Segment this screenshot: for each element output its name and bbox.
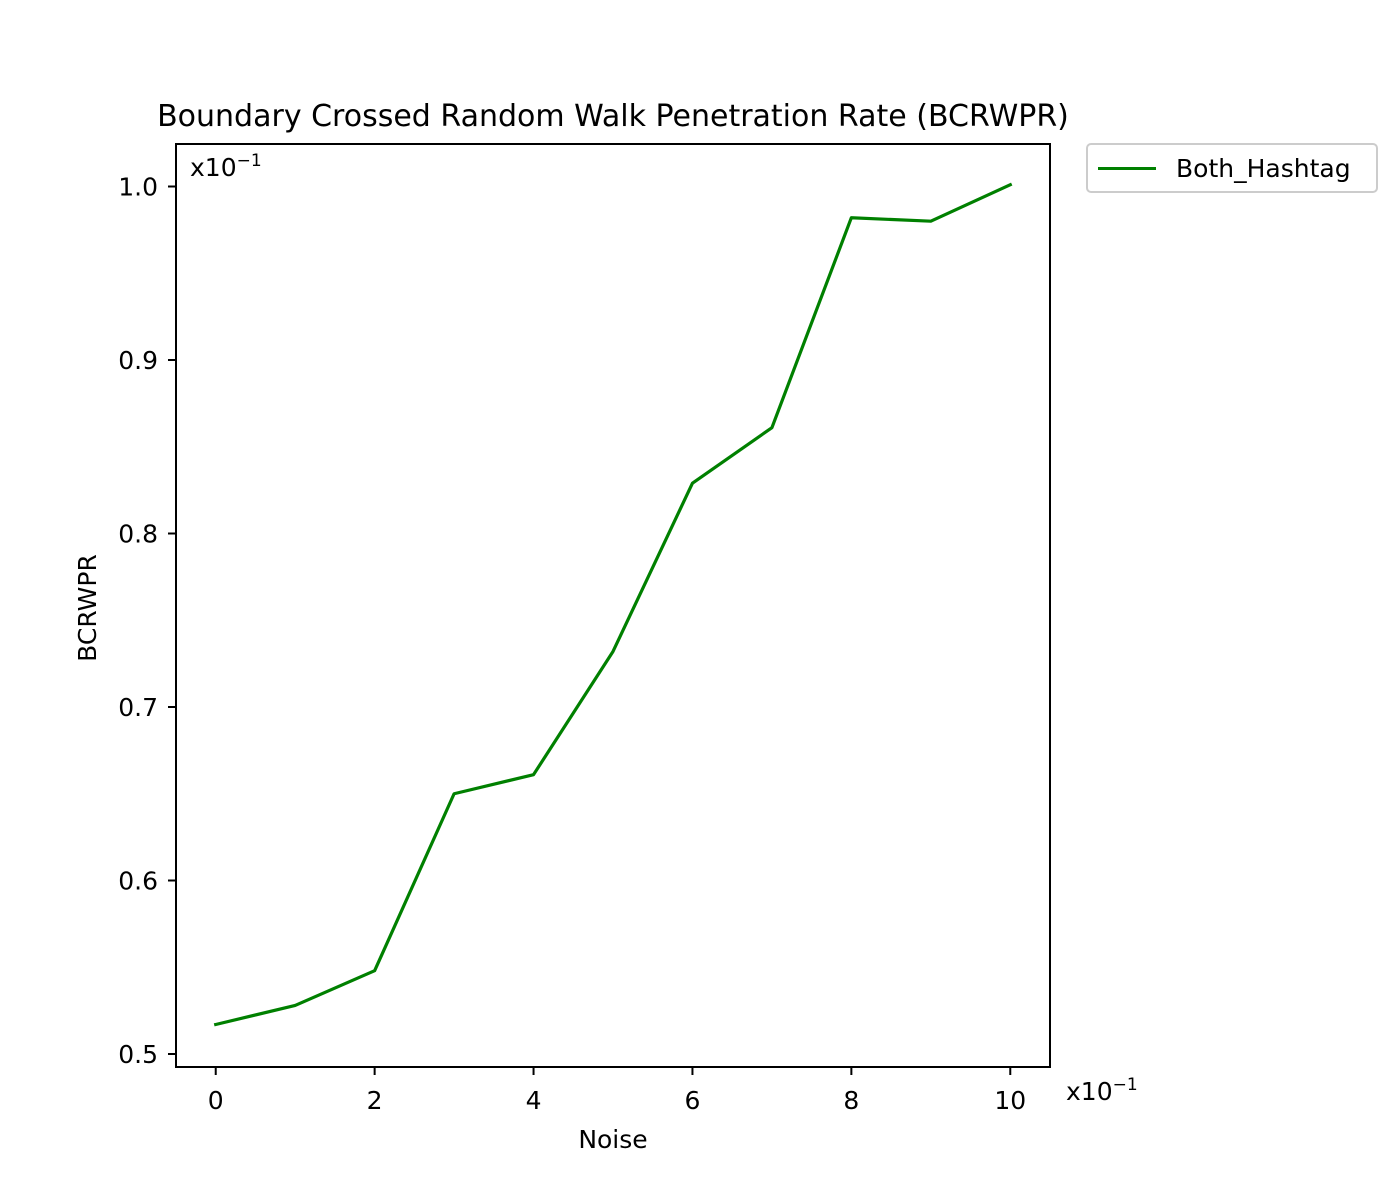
plot-area [175,143,1051,1068]
x-axis-ticks: 0 2 4 6 8 10 [208,1067,1026,1115]
y-tick-label: 0.8 [118,519,158,548]
y-axis-ticks: 0.5 0.6 0.7 0.8 0.9 1.0 [118,173,176,1069]
y-tick-label: 0.5 [118,1040,158,1069]
series-line-both-hashtag [213,182,1013,1027]
y-axis-multiplier: x10−1 [190,151,262,182]
y-tick-label: 0.6 [118,866,158,895]
y-tick-label: 0.9 [118,346,158,375]
chart-title: Boundary Crossed Random Walk Penetration… [157,99,1069,134]
x-tick-label: 6 [685,1086,701,1115]
x-tick-label: 0 [208,1086,224,1115]
y-axis-label: BCRWPR [73,554,102,662]
x-multiplier-exponent: −1 [1113,1075,1138,1095]
x-multiplier-base: x10 [1066,1077,1113,1106]
y-tick-label: 1.0 [118,173,158,202]
x-tick-label: 4 [526,1086,542,1115]
y-multiplier-exponent: −1 [237,151,262,171]
legend-label-both-hashtag: Both_Hashtag [1176,154,1351,183]
x-axis-label: Noise [578,1125,647,1154]
y-tick-label: 0.7 [118,693,158,722]
x-tick-label: 8 [843,1086,859,1115]
x-axis-multiplier: x10−1 [1066,1075,1138,1106]
legend-swatch-both-hashtag [1098,167,1156,170]
x-tick-label: 2 [367,1086,383,1115]
series-layer [213,182,1013,1027]
legend: Both_Hashtag [1086,143,1378,193]
x-tick-label: 10 [994,1086,1026,1115]
y-multiplier-base: x10 [190,153,237,182]
